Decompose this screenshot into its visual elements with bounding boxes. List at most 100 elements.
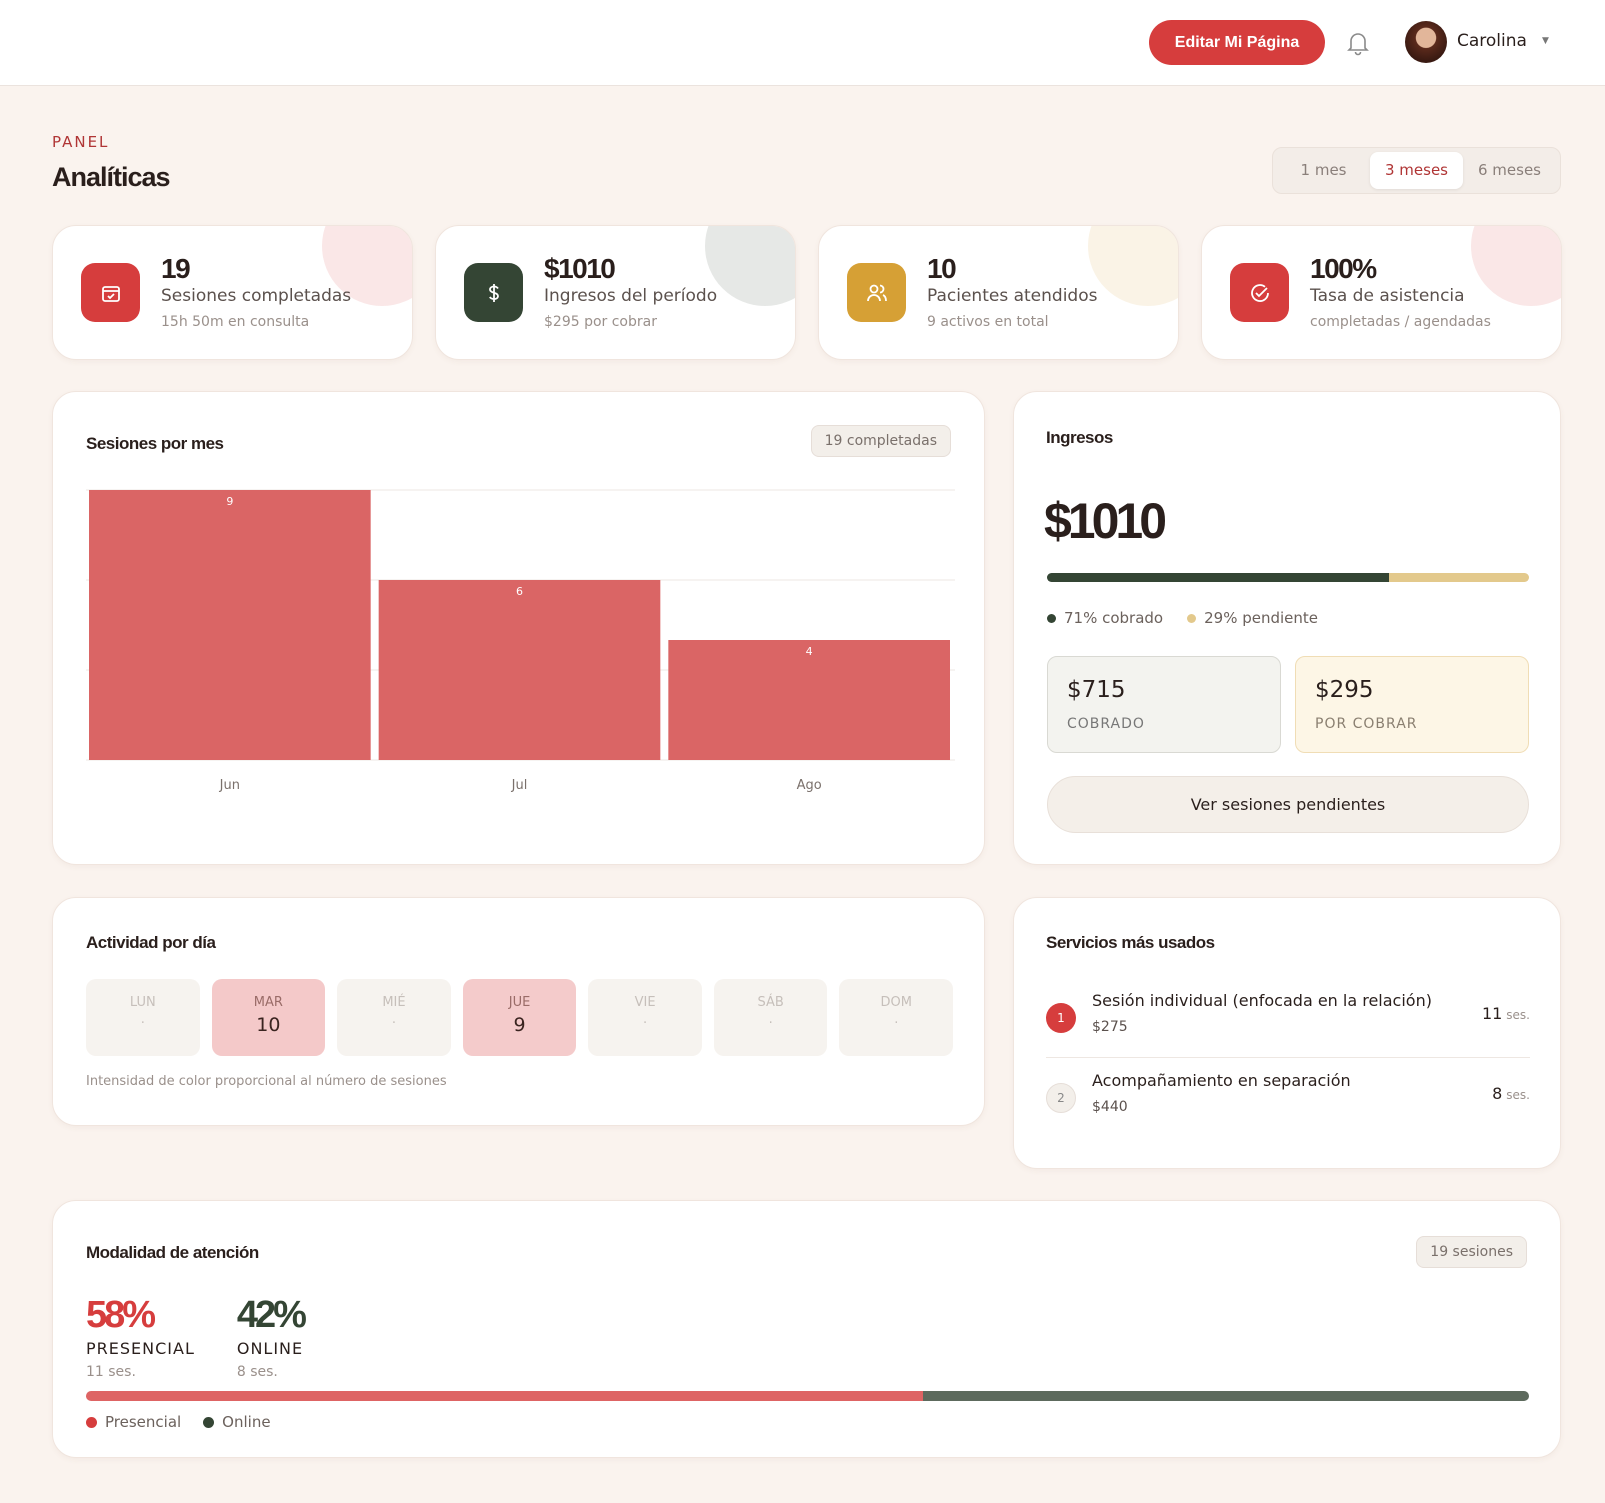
- unit: ses.: [1506, 1008, 1530, 1022]
- stat-value: 10: [927, 253, 957, 284]
- stat-card: $1010 Ingresos del período $295 por cobrar: [435, 225, 796, 360]
- card-title: Servicios más usados: [1046, 933, 1215, 952]
- income-legend: 71% cobrado 29% pendiente: [1047, 609, 1318, 627]
- day-count: ·: [643, 1016, 648, 1031]
- icon-glyph: [866, 284, 887, 301]
- avatar[interactable]: [1405, 21, 1447, 63]
- modality-stat: 42% ONLINE 8 ses.: [236, 1293, 307, 1380]
- day-count: 9: [513, 1014, 526, 1036]
- bar-label: 6: [516, 585, 523, 598]
- range-selector: 1 mes 3 meses 6 meses: [1272, 147, 1561, 194]
- count: 8: [1492, 1084, 1503, 1103]
- badge: 19 sesiones: [1416, 1236, 1527, 1268]
- x-tick-label: Jun: [219, 778, 240, 793]
- bar: [378, 580, 661, 760]
- day-count: 10: [256, 1014, 281, 1036]
- legend-label: 29% pendiente: [1204, 609, 1319, 627]
- day-name: JUE: [508, 995, 531, 1010]
- day-count: ·: [391, 1016, 397, 1031]
- service-row: 2 Acompañamiento en separación $440 8 ses.: [1046, 1058, 1530, 1138]
- progress-segment: [1047, 573, 1390, 582]
- unit: ses.: [1506, 1088, 1530, 1102]
- day-cell: SÁB ·: [713, 979, 828, 1056]
- service-price: $440: [1092, 1099, 1128, 1115]
- modality-card: Modalidad de atención 19 sesiones 58% PRE…: [52, 1200, 1561, 1458]
- range-option[interactable]: 3 meses: [1370, 152, 1463, 189]
- bar-label: 4: [806, 645, 813, 658]
- notifications-icon[interactable]: [1346, 30, 1370, 56]
- legend-item: Presencial: [86, 1413, 181, 1431]
- range-option[interactable]: 1 mes: [1300, 161, 1347, 179]
- icon-glyph: [1250, 283, 1269, 302]
- page-title: Analíticas: [52, 162, 171, 192]
- income-total: $1010: [1044, 493, 1167, 549]
- modality-name: ONLINE: [236, 1339, 304, 1358]
- stat-label: Tasa de asistencia: [1310, 286, 1465, 306]
- pending-sessions-button[interactable]: Ver sesiones pendientes: [1047, 776, 1529, 833]
- modality-segment: [86, 1391, 923, 1401]
- services-card: Servicios más usados 1 Sesión individual …: [1013, 897, 1561, 1169]
- day-name: MAR: [253, 995, 283, 1010]
- day-count: ·: [894, 1016, 899, 1031]
- stat-icon: [81, 263, 140, 322]
- modality-sub: 11 ses.: [86, 1364, 136, 1380]
- service-name: Sesión individual (enfocada en la relaci…: [1092, 991, 1432, 1010]
- service-row: 1 Sesión individual (enfocada en la relac…: [1046, 978, 1530, 1058]
- amount-label: COBRADO: [1067, 716, 1145, 732]
- day-count: ·: [768, 1016, 773, 1031]
- modality-legend: Presencial Online: [86, 1413, 271, 1431]
- stat-value: $1010: [544, 253, 616, 284]
- badge: 19 completadas: [810, 425, 951, 457]
- stat-label: Sesiones completadas: [161, 286, 352, 306]
- bar-chart: 9 Jun 6 Jul 4 Ago: [86, 489, 955, 793]
- icon-glyph: [101, 285, 120, 302]
- collected-box: $715 COBRADO: [1047, 656, 1281, 753]
- stat-sub: 15h 50m en consulta: [161, 314, 310, 330]
- rank: 1: [1046, 1003, 1076, 1033]
- day-name: SÁB: [757, 995, 784, 1010]
- day-cell: MAR 10: [211, 979, 326, 1056]
- stat-icon: [1230, 263, 1289, 322]
- progress-segment: [1389, 573, 1529, 582]
- day-cell: VIE ·: [588, 979, 702, 1056]
- service-price: $275: [1092, 1019, 1128, 1035]
- legend-label: Online: [222, 1413, 271, 1431]
- edit-page-button[interactable]: Editar Mi Página: [1149, 20, 1325, 65]
- card-title: Sesiones por mes: [86, 434, 224, 453]
- modality-sub: 8 ses.: [236, 1364, 278, 1380]
- modality-name: PRESENCIAL: [86, 1339, 195, 1358]
- decor: [1471, 226, 1561, 306]
- rank: 2: [1046, 1083, 1076, 1113]
- x-tick-label: Ago: [797, 778, 822, 793]
- day-cell: JUE 9: [462, 979, 577, 1056]
- user-menu-caret[interactable]: ▼: [1542, 36, 1549, 46]
- day-name: DOM: [880, 995, 912, 1010]
- legend-dot: [86, 1416, 97, 1428]
- legend-item: Online: [203, 1413, 271, 1431]
- card-title: Actividad por día: [86, 933, 216, 952]
- decor: [1088, 226, 1178, 306]
- legend-dot: [1047, 613, 1056, 623]
- modality-pct: 42%: [236, 1294, 307, 1336]
- modality-segment: [922, 1391, 1529, 1401]
- day-name: LUN: [129, 995, 156, 1010]
- day-cell: MIÉ ·: [337, 979, 451, 1056]
- stat-sub: completadas / agendadas: [1310, 314, 1491, 330]
- range-option[interactable]: 6 meses: [1477, 161, 1541, 179]
- stat-sub: $295 por cobrar: [544, 314, 657, 330]
- sessions-card: Sesiones por mes 19 completadas 9 Jun 6 Jul…: [52, 391, 985, 865]
- stat-label: Ingresos del período: [544, 286, 718, 306]
- pending-box: $295 POR COBRAR: [1295, 656, 1529, 753]
- day-count: ·: [140, 1016, 145, 1031]
- count: 11: [1481, 1004, 1503, 1023]
- stat-card: 10 Pacientes atendidos 9 activos en total: [818, 225, 1179, 360]
- amount-label: POR COBRAR: [1315, 716, 1418, 732]
- amount: $295: [1315, 677, 1374, 703]
- legend-label: Presencial: [105, 1413, 182, 1431]
- legend-item: 71% cobrado: [1047, 609, 1163, 627]
- user-name[interactable]: Carolina: [1457, 31, 1527, 51]
- stat-icon: [464, 263, 523, 322]
- modality-bar: [86, 1391, 1529, 1401]
